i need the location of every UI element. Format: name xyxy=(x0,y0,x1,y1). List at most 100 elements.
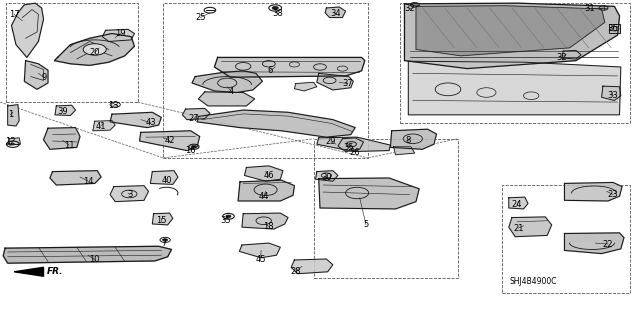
Circle shape xyxy=(272,6,278,10)
Text: 41: 41 xyxy=(95,122,106,130)
Bar xyxy=(163,3,368,158)
Polygon shape xyxy=(110,186,148,202)
Text: 40: 40 xyxy=(161,176,172,185)
Text: 26: 26 xyxy=(350,148,360,157)
Polygon shape xyxy=(602,86,621,100)
Polygon shape xyxy=(150,171,178,184)
Text: 32: 32 xyxy=(556,53,566,62)
Text: 13: 13 xyxy=(108,101,118,110)
Text: 21: 21 xyxy=(513,224,524,233)
Polygon shape xyxy=(3,246,172,263)
Polygon shape xyxy=(609,24,620,33)
Text: 3: 3 xyxy=(127,190,132,199)
Text: 17: 17 xyxy=(9,10,19,19)
Text: 24: 24 xyxy=(512,200,522,209)
Polygon shape xyxy=(509,217,552,237)
Polygon shape xyxy=(294,82,317,91)
Text: 38: 38 xyxy=(273,9,283,18)
Polygon shape xyxy=(8,105,19,126)
Polygon shape xyxy=(152,213,173,225)
Polygon shape xyxy=(317,137,390,152)
Polygon shape xyxy=(570,243,614,249)
Circle shape xyxy=(191,145,196,148)
Polygon shape xyxy=(404,3,620,69)
Text: 22: 22 xyxy=(603,240,613,249)
Polygon shape xyxy=(9,138,20,145)
Polygon shape xyxy=(198,92,255,106)
Text: 1: 1 xyxy=(8,110,13,119)
Text: 43: 43 xyxy=(146,118,156,127)
Text: 27: 27 xyxy=(188,115,198,123)
Text: 45: 45 xyxy=(255,256,266,264)
Text: 14: 14 xyxy=(83,177,93,186)
Text: FR.: FR. xyxy=(47,267,63,276)
Text: 10: 10 xyxy=(90,256,100,264)
Text: SHJ4B4900C: SHJ4B4900C xyxy=(509,277,557,286)
Polygon shape xyxy=(509,197,528,209)
Polygon shape xyxy=(55,105,76,115)
Text: 25: 25 xyxy=(195,13,205,22)
Text: 12: 12 xyxy=(5,137,15,146)
Bar xyxy=(400,3,630,123)
Text: 16: 16 xyxy=(186,146,196,155)
Text: 31: 31 xyxy=(584,4,595,13)
Polygon shape xyxy=(394,147,415,155)
Polygon shape xyxy=(562,50,581,59)
Polygon shape xyxy=(564,182,622,201)
Polygon shape xyxy=(44,128,80,149)
Polygon shape xyxy=(14,267,44,276)
Polygon shape xyxy=(197,110,355,137)
Text: 42: 42 xyxy=(164,136,175,145)
Polygon shape xyxy=(564,233,624,254)
Polygon shape xyxy=(182,108,210,120)
Polygon shape xyxy=(93,121,115,131)
Polygon shape xyxy=(12,3,44,57)
Polygon shape xyxy=(317,73,353,90)
Text: 44: 44 xyxy=(259,192,269,201)
Text: 20: 20 xyxy=(90,48,100,57)
Text: 5: 5 xyxy=(364,220,369,229)
Text: 29: 29 xyxy=(326,137,336,146)
Polygon shape xyxy=(54,33,134,65)
Polygon shape xyxy=(24,61,48,89)
Polygon shape xyxy=(390,129,436,149)
Circle shape xyxy=(163,239,168,241)
Text: 33: 33 xyxy=(608,91,618,100)
Polygon shape xyxy=(239,243,280,258)
Polygon shape xyxy=(242,213,288,229)
Bar xyxy=(6,3,138,102)
Polygon shape xyxy=(102,29,134,41)
Polygon shape xyxy=(319,178,419,209)
Text: 28: 28 xyxy=(291,267,301,276)
Polygon shape xyxy=(192,71,262,93)
Text: 23: 23 xyxy=(608,190,618,199)
Text: 6: 6 xyxy=(268,66,273,75)
Text: 37: 37 xyxy=(342,79,353,88)
Polygon shape xyxy=(325,7,346,18)
Polygon shape xyxy=(338,138,364,152)
Text: 46: 46 xyxy=(264,171,274,180)
Text: 19: 19 xyxy=(115,29,125,38)
Polygon shape xyxy=(408,61,621,115)
Circle shape xyxy=(226,215,231,218)
Text: 11: 11 xyxy=(64,141,74,150)
Text: 15: 15 xyxy=(156,216,166,225)
Text: 4: 4 xyxy=(229,87,234,96)
Text: 32: 32 xyxy=(404,4,415,13)
Bar xyxy=(314,139,458,278)
Text: 7: 7 xyxy=(161,239,166,248)
Polygon shape xyxy=(140,131,200,151)
Circle shape xyxy=(83,44,106,55)
Polygon shape xyxy=(214,57,365,77)
Polygon shape xyxy=(110,112,161,128)
Polygon shape xyxy=(291,259,333,274)
Text: 18: 18 xyxy=(263,222,273,231)
Polygon shape xyxy=(416,6,605,56)
Text: 8: 8 xyxy=(405,137,410,145)
Text: 35: 35 xyxy=(344,143,354,152)
Polygon shape xyxy=(238,180,294,201)
Bar xyxy=(502,185,630,293)
Polygon shape xyxy=(316,171,338,181)
Text: 35: 35 xyxy=(220,216,230,225)
Polygon shape xyxy=(244,166,283,181)
